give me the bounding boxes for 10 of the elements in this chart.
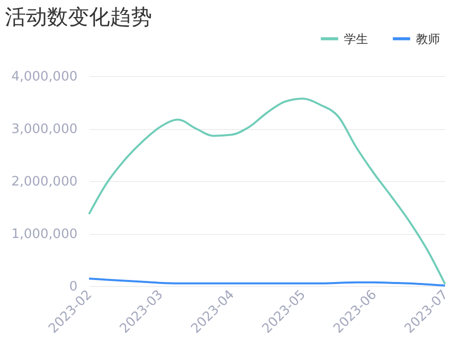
line-series [88, 278, 446, 286]
legend-label: 教师 [416, 32, 440, 46]
y-tick-label: 1,000,000 [11, 227, 78, 242]
line-series [88, 98, 446, 285]
y-tick-label: 3,000,000 [11, 122, 78, 137]
y-tick-label: 2,000,000 [11, 174, 78, 190]
y-tick-label: 4,000,000 [11, 70, 78, 84]
y-tick-label: 0 [69, 280, 78, 294]
chart-title: 活动数变化趋势 [5, 5, 152, 29]
legend-label: 学生 [344, 32, 368, 46]
